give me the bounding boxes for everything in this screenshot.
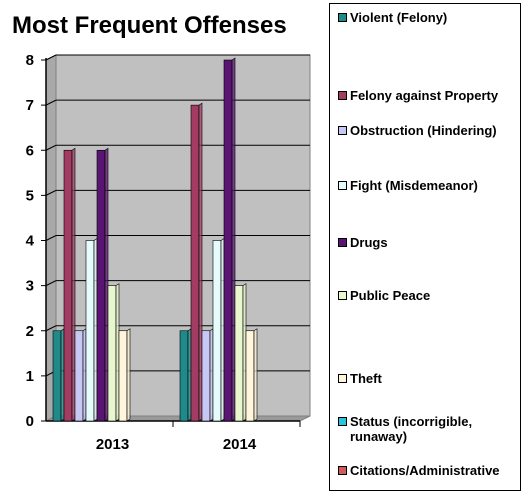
axis-labels: 0 1 2 3 4 5 6 7 8 2013 2014 [26, 52, 257, 453]
legend-item: Obstruction (Hindering) [338, 123, 518, 138]
legend-item: Fight (Misdemeanor) [338, 178, 518, 193]
bar [118, 328, 131, 422]
bar-side [60, 328, 65, 422]
bar-side [126, 328, 131, 422]
legend-label: Drugs [350, 235, 388, 250]
gridline-diagonal [45, 99, 57, 106]
legend-swatch [338, 291, 347, 300]
legend-swatch [338, 374, 347, 383]
y-tick-label: 2 [26, 323, 34, 340]
bar-front [85, 240, 95, 422]
gridline-diagonal [45, 54, 57, 61]
bar [223, 57, 236, 422]
legend-item: Citations/Administrative [338, 463, 518, 478]
bar-side [198, 102, 203, 422]
bar-front [118, 330, 128, 422]
bar-front [63, 149, 73, 422]
legend-swatch [338, 181, 347, 190]
bar-front [74, 330, 84, 422]
y-tick-label: 3 [26, 278, 34, 295]
bar [179, 328, 192, 422]
legend: Violent (Felony) Felony against Property O… [329, 3, 521, 491]
y-tick-label: 4 [26, 233, 35, 250]
y-tick-label: 7 [26, 97, 34, 114]
y-tick-label: 1 [26, 368, 34, 385]
bar [85, 237, 98, 422]
gridline-diagonal [45, 189, 57, 196]
bar-side [220, 237, 225, 422]
bar-side [253, 328, 258, 422]
bar-front [212, 240, 222, 422]
bar [212, 237, 225, 422]
bar-front [179, 330, 189, 422]
bar-side [104, 147, 109, 422]
legend-item: Violent (Felony) [338, 10, 518, 25]
bar [190, 102, 203, 422]
legend-label: Citations/Administrative [350, 463, 500, 478]
legend-item: Status (incorrigible, runaway) [338, 414, 518, 444]
legend-swatch [338, 126, 347, 135]
y-tick-label: 0 [26, 413, 34, 430]
bar-side [93, 237, 98, 422]
legend-swatch [338, 417, 347, 426]
bar-side [209, 328, 214, 422]
bar-side [82, 328, 87, 422]
bar [52, 328, 65, 422]
legend-swatch [338, 238, 347, 247]
legend-item: Theft [338, 371, 518, 386]
legend-item: Public Peace [338, 288, 518, 303]
bar-side [71, 147, 76, 422]
bar-front [234, 285, 244, 422]
bar-front [52, 330, 62, 422]
bar-side [115, 283, 120, 422]
bar [96, 147, 109, 422]
legend-item: Drugs [338, 235, 518, 250]
legend-swatch [338, 91, 347, 100]
bar [63, 147, 76, 422]
bar [107, 283, 120, 422]
bar [234, 283, 247, 422]
legend-label: Obstruction (Hindering) [350, 123, 497, 138]
legend-label: Theft [350, 371, 382, 386]
gridline-diagonal [45, 235, 57, 241]
bar-front [245, 330, 255, 422]
bar [245, 328, 258, 422]
legend-label: Violent (Felony) [350, 10, 448, 25]
legend-label: Status (incorrigible, runaway) [350, 414, 473, 444]
x-tick-label: 2013 [96, 436, 129, 453]
gridline-diagonal [45, 144, 57, 151]
bar-side [187, 328, 192, 422]
legend-label: Fight (Misdemeanor) [350, 178, 478, 193]
bar-side [242, 283, 247, 422]
bar-front [107, 285, 117, 422]
bar-front [201, 330, 211, 422]
chart-title: Most Frequent Offenses [12, 12, 287, 39]
y-tick-label: 6 [26, 142, 34, 159]
legend-swatch [338, 466, 347, 475]
gridline-diagonal [45, 325, 57, 332]
bar-front [223, 59, 233, 422]
gridline-diagonal [45, 280, 57, 287]
x-tick-label: 2014 [223, 436, 257, 453]
bar [201, 328, 214, 422]
y-tick-label: 8 [26, 52, 34, 69]
legend-label: Public Peace [350, 288, 431, 303]
y-tick-label: 5 [26, 187, 34, 204]
legend-label: Felony against Property [350, 88, 499, 103]
bar-side [231, 57, 236, 422]
legend-swatch [338, 13, 347, 22]
bar [74, 328, 87, 422]
bar-front [190, 104, 200, 422]
bar-front [96, 149, 106, 422]
bars [52, 57, 258, 422]
legend-item: Felony against Property [338, 88, 518, 103]
